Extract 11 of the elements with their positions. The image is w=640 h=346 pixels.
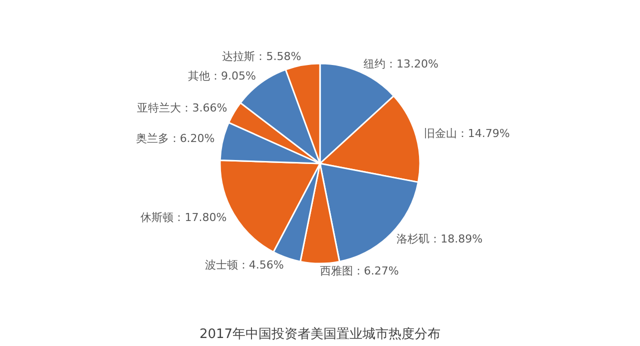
slice-label: 达拉斯：5.58% (222, 50, 302, 64)
slice-label: 奥兰多：6.20% (136, 132, 215, 146)
slice-label: 亚特兰大：3.66% (137, 101, 228, 114)
text: 2017年中国投资者美国置业城市热度分布 (199, 326, 441, 342)
slice-label: 纽约：13.20% (364, 58, 438, 71)
slice-label: 旧金山：14.79% (424, 126, 510, 140)
slice-label: 洛杉矶：18.89% (396, 232, 483, 246)
slice-label: 休斯顿：17.80% (140, 210, 227, 224)
slice-label: 其他：9.05% (188, 70, 256, 83)
slice-label: 波士顿：4.56% (204, 258, 284, 272)
slice-label: 西雅图：6.27% (320, 264, 399, 278)
